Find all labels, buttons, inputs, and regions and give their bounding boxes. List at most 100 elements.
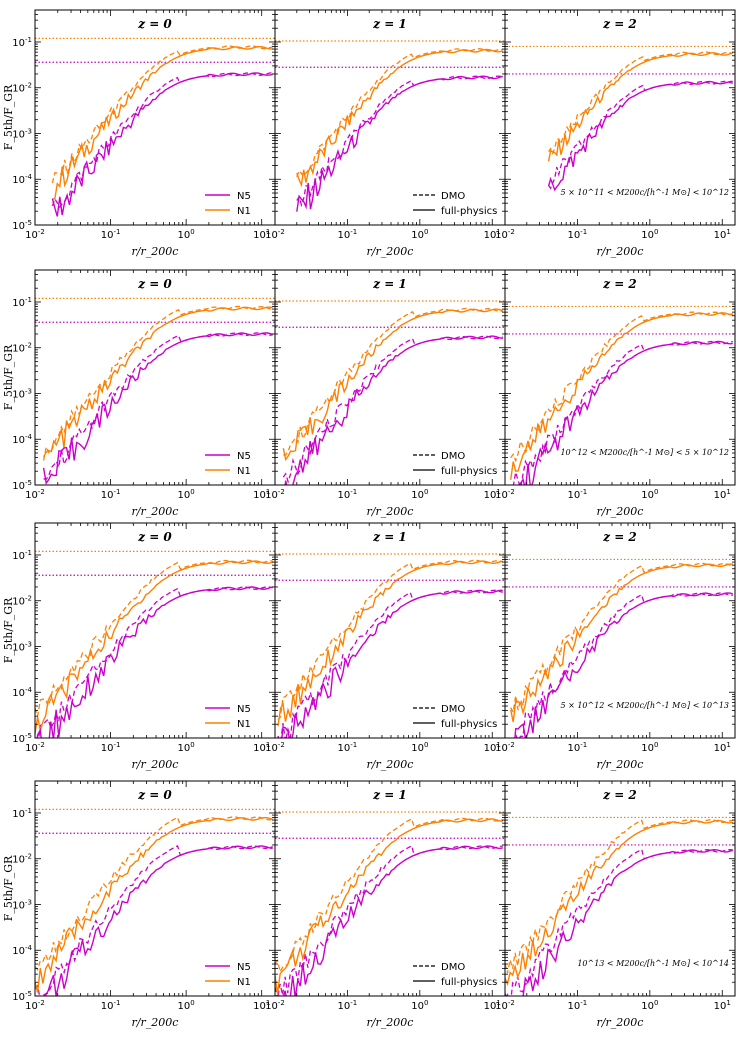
- series-n1-full-physics: [52, 46, 273, 200]
- x-axis-label: r/r_200c: [367, 758, 414, 771]
- series-n5-dmo: [505, 848, 733, 996]
- series-n5-full-physics: [284, 335, 503, 485]
- y-axis-label: F_5th/F_GR: [2, 84, 15, 150]
- legend-types: DMO full-physics: [413, 704, 497, 730]
- redshift-title: z = 1: [372, 17, 407, 31]
- x-tick-label: 100: [641, 999, 658, 1012]
- series-n1-full-physics: [510, 312, 733, 480]
- x-tick-label: 101: [484, 999, 501, 1012]
- panel-r1-c2: 10-2 10-1 100 101 r/r_200c z = 1 DMO full-physi…: [265, 9, 506, 258]
- redshift-title: z = 1: [372, 277, 407, 291]
- series-n1-full-physics: [547, 52, 733, 162]
- y-tick-label: 10-1: [12, 296, 32, 309]
- y-tick-label: 10-2: [12, 342, 32, 355]
- legend-label-n5: N5: [237, 191, 251, 202]
- plot-area: [35, 37, 275, 217]
- panel-frame: [274, 780, 506, 997]
- legend-label-dmo: DMO: [441, 962, 465, 973]
- series-n5-full-physics: [547, 80, 733, 192]
- legend-types: DMO full-physics: [413, 962, 497, 988]
- legend-types: DMO full-physics: [413, 451, 497, 477]
- redshift-title: z = 2: [602, 277, 637, 291]
- plot-area: [35, 808, 275, 996]
- x-tick-label: 100: [641, 228, 658, 241]
- series-n1-full-physics: [510, 563, 733, 723]
- series-n5-dmo: [275, 844, 503, 996]
- mass-bin-label: 5 × 10^11 < M200c/[h^-1 M⊙] < 10^12: [560, 188, 729, 197]
- x-tick-label: 101: [253, 488, 270, 501]
- series-n5-dmo: [296, 75, 503, 208]
- series-n1-full-physics: [35, 560, 273, 735]
- x-tick-label: 10-1: [338, 999, 358, 1012]
- y-tick-label: 10-3: [12, 640, 32, 653]
- legend-label-n5: N5: [237, 704, 251, 715]
- series-n5-dmo: [43, 332, 273, 481]
- x-tick-label: 10-2: [495, 228, 515, 241]
- y-tick-label: 10-2: [12, 595, 32, 608]
- panel-r3-c1: 10-2 10-1 100 101 10-5 10-4 10-3 10-2 10-1 F_5th/…: [2, 522, 276, 771]
- panel-r3-c3: 10-2 10-1 100 101 r/r_200c z = 2 5 × 10^12 < M…: [495, 522, 736, 771]
- redshift-title: z = 1: [372, 530, 407, 544]
- legend-label-fp: full-physics: [441, 977, 497, 988]
- series-n1-dmo: [296, 48, 503, 178]
- series-n5-full-physics: [43, 845, 273, 996]
- y-tick-label: 10-1: [12, 36, 32, 49]
- x-tick-label: 10-1: [101, 488, 121, 501]
- series-n1-dmo: [51, 45, 273, 184]
- series-n1-full-physics: [275, 818, 503, 994]
- x-tick-label: 100: [411, 741, 428, 754]
- x-axis-label: r/r_200c: [367, 245, 414, 258]
- y-tick-label: 10-5: [12, 732, 32, 745]
- series-n1-dmo: [35, 816, 273, 972]
- plot-area: [505, 558, 735, 738]
- y-tick-label: 10-5: [12, 990, 32, 1003]
- redshift-title: z = 2: [602, 788, 637, 802]
- x-axis-label: r/r_200c: [367, 1016, 414, 1029]
- y-tick-label: 10-2: [12, 853, 32, 866]
- panel-frame: [274, 522, 506, 739]
- mass-bin-label: 10^12 < M200c/[h^-1 M⊙] < 5 × 10^12: [560, 448, 729, 457]
- y-tick-label: 10-4: [12, 944, 32, 957]
- series-n5-full-physics: [36, 586, 273, 738]
- redshift-title: z = 0: [137, 17, 172, 31]
- x-tick-label: 10-1: [338, 488, 358, 501]
- series-n1-dmo: [35, 559, 273, 717]
- plot-area: [275, 40, 505, 212]
- legend-label-dmo: DMO: [441, 451, 465, 462]
- x-tick-label: 10-1: [568, 488, 588, 501]
- legend-label-dmo: DMO: [441, 704, 465, 715]
- plot-area: [505, 816, 735, 996]
- x-tick-label: 10-2: [265, 999, 285, 1012]
- redshift-title: z = 1: [372, 788, 407, 802]
- legend-types: DMO full-physics: [413, 191, 497, 217]
- legend-label-n1: N1: [237, 719, 251, 730]
- y-tick-label: 10-4: [12, 433, 32, 446]
- x-axis-label: r/r_200c: [132, 505, 179, 518]
- x-tick-label: 10-2: [495, 741, 515, 754]
- x-tick-label: 10-1: [568, 999, 588, 1012]
- x-tick-label: 100: [411, 488, 428, 501]
- y-axis-label: F_5th/F_GR: [2, 855, 15, 921]
- x-tick-label: 10-2: [25, 741, 45, 754]
- x-tick-label: 101: [484, 741, 501, 754]
- series-n1-full-physics: [296, 48, 504, 188]
- legend-label-fp: full-physics: [441, 206, 497, 217]
- x-axis-label: r/r_200c: [597, 245, 644, 258]
- series-n5-full-physics: [279, 845, 503, 996]
- y-tick-label: 10-2: [12, 82, 32, 95]
- x-tick-label: 101: [484, 228, 501, 241]
- legend-label-dmo: DMO: [441, 191, 465, 202]
- legend-label-n5: N5: [237, 962, 251, 973]
- series-n5-full-physics: [514, 592, 733, 738]
- panel-frame: [504, 9, 736, 226]
- y-axis-label: F_5th/F_GR: [2, 344, 15, 410]
- series-n5-full-physics: [42, 332, 273, 485]
- series-n1-dmo: [42, 305, 273, 461]
- mass-bin-label: 5 × 10^12 < M200c/[h^-1 M⊙] < 10^13: [560, 701, 729, 710]
- plot-area: [505, 45, 735, 192]
- series-n5-dmo: [548, 80, 733, 190]
